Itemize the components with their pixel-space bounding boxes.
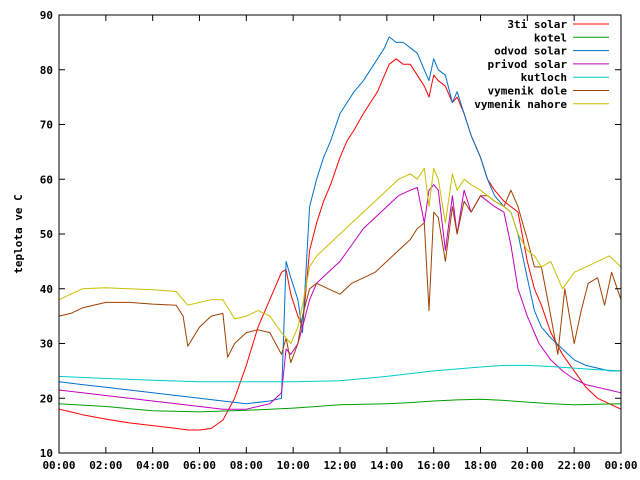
x-tick-label: 16:00 (417, 459, 450, 472)
y-tick-label: 80 (40, 64, 53, 77)
series-line-odvod-solar (58, 36, 621, 405)
x-tick-label: 00:00 (604, 459, 637, 472)
y-tick-label: 70 (40, 119, 53, 132)
y-tick-label: 30 (40, 338, 53, 351)
plot-series-group (58, 36, 622, 431)
axes-group: 10 20 30 40 50 60 70 80 90 00:00 02:00 04:00 06:00 08… (40, 9, 638, 472)
legend-label: vymenik nahore (474, 98, 567, 111)
series-line-3ti-solar (58, 58, 622, 431)
x-tick-label: 02:00 (89, 459, 122, 472)
x-tick-label: 14:00 (370, 459, 403, 472)
x-tick-label: 00:00 (42, 459, 75, 472)
series-line-privod-solar (58, 184, 622, 410)
x-tick-label: 06:00 (183, 459, 216, 472)
x-tick-label: 04:00 (136, 459, 169, 472)
y-tick-label: 60 (40, 173, 53, 186)
y-tick-label: 50 (40, 228, 53, 241)
x-tick-label: 10:00 (277, 459, 310, 472)
legend-label: vymenik dole (488, 85, 568, 98)
y-tick-label: 90 (40, 9, 53, 22)
series-line-kotel (58, 398, 622, 413)
x-tick-label: 08:00 (230, 459, 263, 472)
x-tick-label: 22:00 (558, 459, 591, 472)
y-tick-label: 40 (40, 283, 53, 296)
x-tick-label: 12:00 (323, 459, 356, 472)
x-tick-label: 20:00 (511, 459, 544, 472)
legend-label: 3ti solar (507, 18, 567, 31)
legend-label: odvod solar (494, 45, 567, 58)
legend-label: kutloch (521, 71, 567, 84)
series-line-kutloch (58, 364, 622, 383)
series-line-vymenik-nahore (58, 167, 622, 344)
y-tick-label: 20 (40, 392, 53, 405)
x-tick-label: 18:00 (464, 459, 497, 472)
y-tick-label: 10 (40, 447, 53, 460)
y-axis-title: teplota ve C (12, 194, 25, 273)
legend-label: privod solar (488, 58, 568, 71)
legend-label: kotel (534, 31, 567, 44)
